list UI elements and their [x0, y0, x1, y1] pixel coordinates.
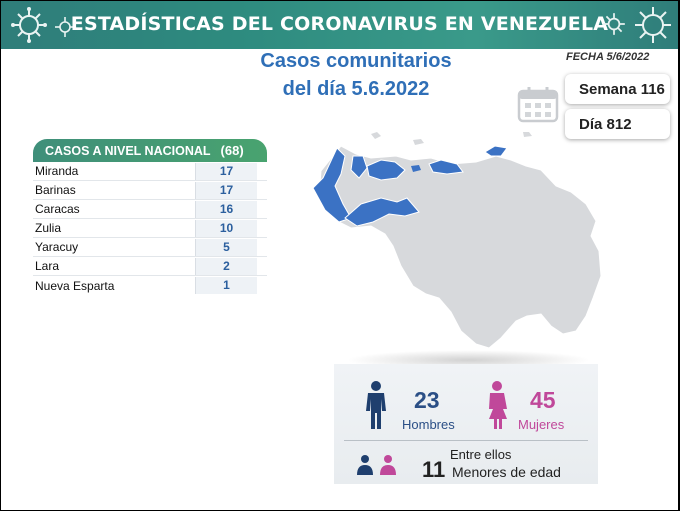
state-name: Barinas — [35, 183, 76, 197]
women-label: Mujeres — [518, 417, 565, 432]
minors-intro: Entre ellos — [450, 447, 512, 462]
state-name: Miranda — [35, 164, 79, 178]
table-header-label: CASOS A NIVEL NACIONAL — [45, 143, 211, 158]
table-row: Barinas 17 — [33, 181, 267, 200]
map-state-caracas — [411, 165, 421, 172]
state-cases: 2 — [195, 257, 257, 275]
virus-icon — [11, 7, 47, 43]
subtitle-line-2: del día 5.6.2022 — [282, 78, 430, 100]
women-count: 45 — [530, 387, 556, 413]
table-row: Yaracuy 5 — [33, 238, 267, 257]
table-row: Nueva Esparta 1 — [33, 276, 267, 295]
cases-table: CASOS A NIVEL NACIONAL (68) Miranda 17 Ba… — [33, 139, 267, 295]
map-country-base — [318, 145, 602, 349]
map-state-lara — [350, 155, 368, 179]
man-icon — [366, 381, 386, 429]
map-state-yaracuy — [366, 159, 406, 181]
state-name: Caracas — [35, 202, 80, 216]
map-state-zulia — [312, 147, 352, 223]
state-name: Lara — [35, 259, 60, 273]
state-name: Yaracuy — [35, 240, 79, 254]
map-state-nueva-esparta — [484, 145, 508, 157]
woman-icon — [489, 381, 507, 429]
children-icon — [357, 455, 396, 475]
virus-icon — [635, 7, 671, 43]
virus-icon — [603, 13, 625, 35]
demographics-panel: 23 Hombres 45 Mujeres Entre ellos 11 Men… — [334, 364, 598, 484]
panel-divider — [344, 440, 588, 441]
map-state-miranda — [428, 159, 464, 175]
state-cases: 1 — [195, 277, 257, 294]
virus-icon — [55, 17, 75, 37]
table-row: Caracas 16 — [33, 200, 267, 219]
day-badge: Día 812 — [565, 109, 670, 139]
table-row: Zulia 10 — [33, 219, 267, 238]
state-cases: 17 — [195, 162, 257, 180]
minors-label: Menores de edad — [452, 464, 561, 480]
table-row: Miranda 17 — [33, 162, 267, 181]
calendar-icon — [517, 87, 559, 123]
men-label: Hombres — [402, 417, 455, 432]
state-name: Nueva Esparta — [35, 278, 115, 293]
week-badge: Semana 116 — [565, 74, 670, 104]
report-date: FECHA 5/6/2022 — [566, 51, 650, 63]
map-island — [371, 132, 532, 145]
minors-count: 11 — [422, 457, 446, 482]
subtitle-line-1: Casos comunitarios — [260, 50, 452, 72]
table-header: CASOS A NIVEL NACIONAL (68) — [33, 139, 267, 162]
state-cases: 5 — [195, 238, 257, 256]
state-cases: 10 — [195, 219, 257, 237]
map-state-barinas — [344, 197, 420, 227]
venezuela-map — [312, 132, 602, 349]
header-banner: ESTADÍSTICAS DEL CORONAVIRUS EN VENEZUEL… — [1, 1, 678, 49]
state-name: Zulia — [35, 221, 62, 235]
men-count: 23 — [414, 387, 440, 413]
table-row: Lara 2 — [33, 257, 267, 276]
state-cases: 16 — [195, 200, 257, 218]
table-header-total: (68) — [220, 143, 244, 158]
state-cases: 17 — [195, 181, 257, 199]
page-title: ESTADÍSTICAS DEL CORONAVIRUS EN VENEZUEL… — [70, 13, 609, 35]
